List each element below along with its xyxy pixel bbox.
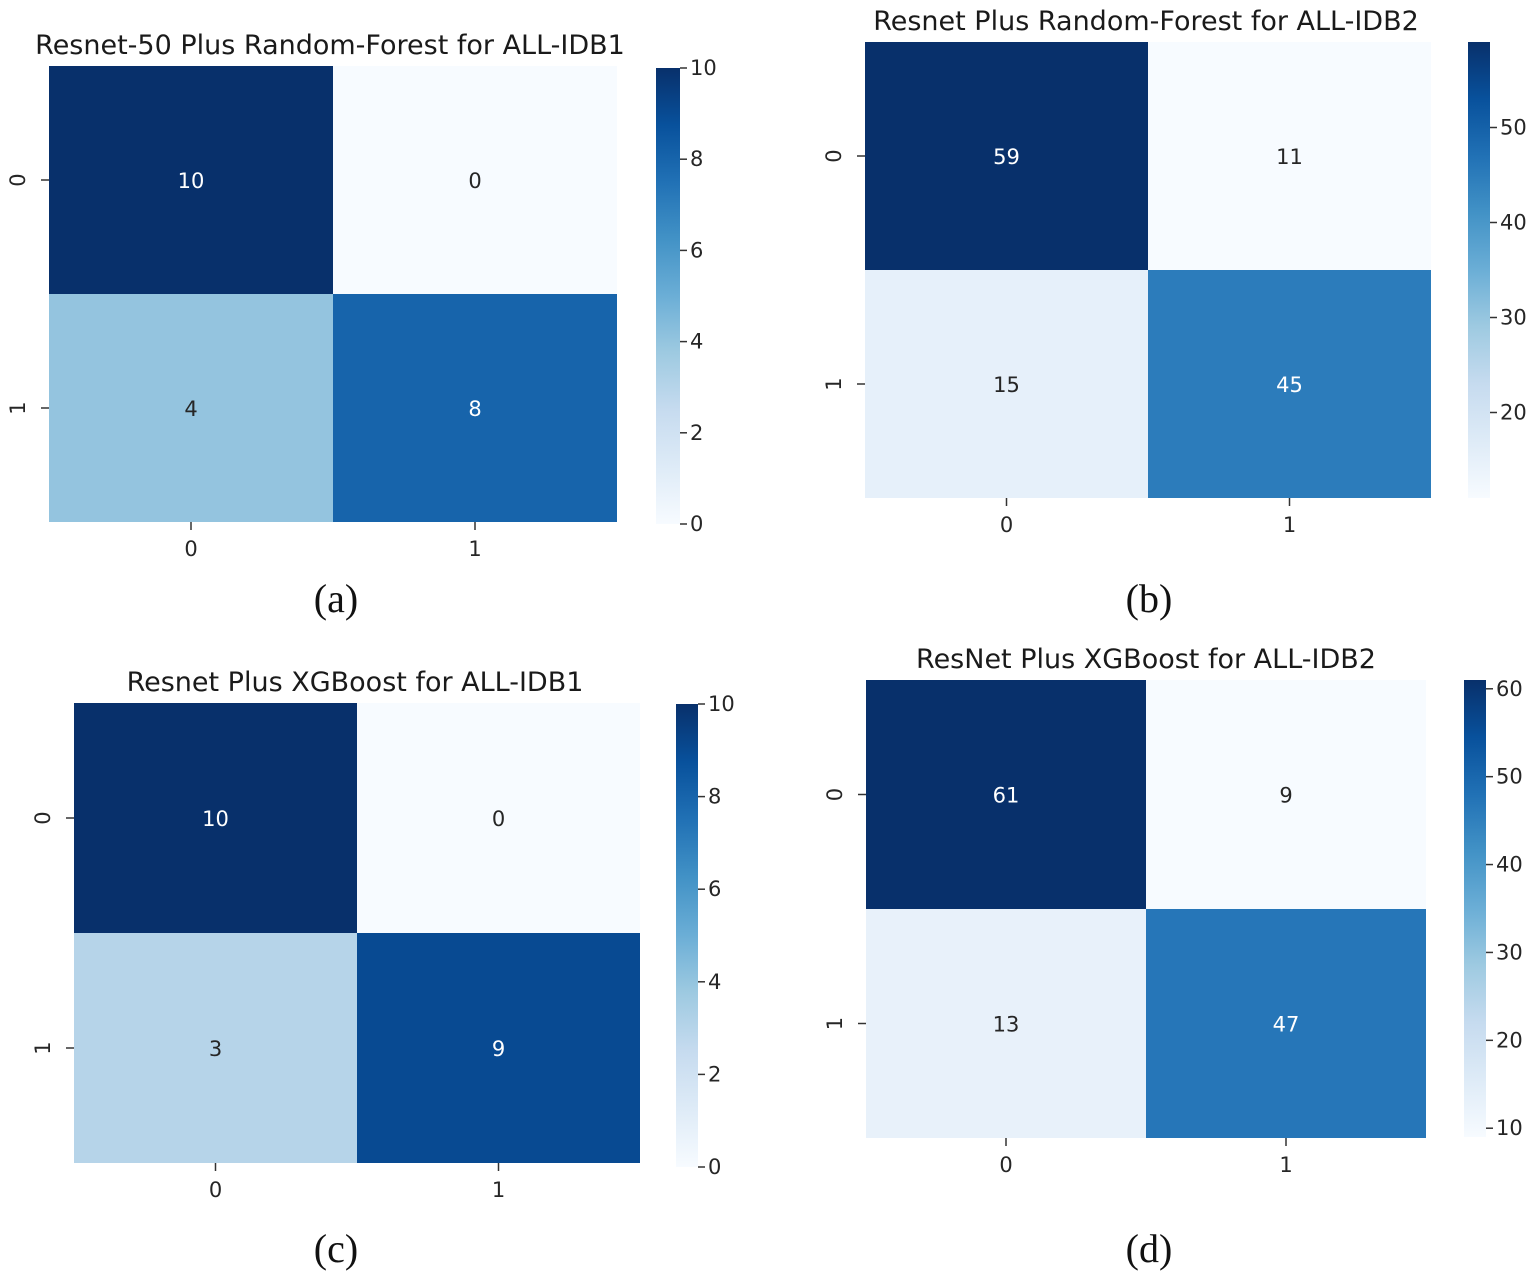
chart-title: ResNet Plus XGBoost for ALL-IDB2 [916,644,1376,675]
heatmap-cell [49,66,333,294]
y-tick-label: 1 [31,1041,55,1054]
colorbar [1464,680,1486,1137]
x-tick-label: 1 [492,1178,505,1202]
colorbar-tick-label: 10 [690,56,717,80]
heatmap-cell [1146,909,1426,1138]
heatmap-cell [1148,42,1431,270]
x-tick-label: 0 [184,537,197,561]
heatmap-cell [1148,270,1431,498]
x-tick-label: 0 [999,1153,1012,1177]
heatmap-cell [865,270,1148,498]
heatmap-cell [74,703,357,933]
y-tick-label: 0 [31,811,55,824]
panel-caption: (c) [314,1226,358,1271]
heatmap-panel-c: Resnet Plus XGBoost for ALL-IDB1 (c) 10 0… [0,637,767,1273]
heatmap-svg-a: Resnet-50 Plus Random-Forest for ALL-IDB… [6,30,717,621]
heatmap-cell [49,294,333,522]
colorbar-tick-label: 0 [708,1155,721,1179]
chart-title: Resnet Plus XGBoost for ALL-IDB1 [127,667,584,698]
cell-value-label: 0 [492,807,505,831]
y-tick-label: 0 [6,173,30,186]
heatmap-svg-c: Resnet Plus XGBoost for ALL-IDB1 (c) 10 0… [31,667,735,1271]
x-tick-label: 1 [468,537,481,561]
heatmap-panel-a: Resnet-50 Plus Random-Forest for ALL-IDB… [0,0,767,636]
cell-value-label: 3 [209,1037,222,1061]
chart-title: Resnet-50 Plus Random-Forest for ALL-IDB… [35,30,625,61]
colorbar-tick-label: 20 [1496,1028,1523,1052]
cell-value-label: 47 [1273,1013,1300,1037]
cell-value-label: 9 [1279,784,1292,808]
colorbar-tick-label: 40 [1496,853,1523,877]
colorbar [1468,42,1490,498]
colorbar-tick-label: 30 [1496,940,1523,964]
colorbar-tick-label: 20 [1500,401,1527,425]
colorbar-tick-label: 50 [1500,116,1527,140]
panel-caption: (a) [314,576,358,621]
colorbar-tick-label: 8 [708,785,721,809]
cell-value-label: 9 [492,1037,505,1061]
y-tick-label: 1 [822,377,846,390]
heatmap-panel-b: Resnet Plus Random-Forest for ALL-IDB2 (… [768,0,1535,636]
cell-value-label: 10 [178,169,205,193]
colorbar-tick-label: 4 [690,330,703,354]
colorbar-tick-label: 10 [1496,1116,1523,1140]
y-tick-label: 1 [6,401,30,414]
heatmap-svg-b: Resnet Plus Random-Forest for ALL-IDB2 (… [822,6,1527,621]
colorbar-tick-label: 6 [708,877,721,901]
heatmap-cell [1146,680,1426,909]
x-tick-label: 0 [1000,513,1013,537]
colorbar-tick-label: 8 [690,147,703,171]
heatmap-cell [74,933,357,1163]
colorbar-tick-label: 40 [1500,211,1527,235]
heatmap-cell [333,66,617,294]
colorbar-tick-label: 30 [1500,306,1527,330]
heatmap-panel-d: ResNet Plus XGBoost for ALL-IDB2 (d) 61 9… [768,637,1535,1273]
heatmap-cell [357,703,640,933]
heatmap-cell [865,42,1148,270]
panel-caption: (b) [1126,576,1173,621]
cell-value-label: 13 [993,1013,1020,1037]
y-tick-label: 1 [823,1017,847,1030]
chart-title: Resnet Plus Random-Forest for ALL-IDB2 [873,6,1419,37]
x-tick-label: 0 [209,1178,222,1202]
cell-value-label: 15 [993,373,1020,397]
heatmap-cell [866,680,1146,909]
y-tick-label: 0 [823,788,847,801]
cell-value-label: 59 [993,145,1020,169]
cell-value-label: 8 [468,397,481,421]
colorbar-tick-label: 6 [690,238,703,262]
colorbar-tick-label: 2 [690,421,703,445]
colorbar-tick-label: 50 [1496,765,1523,789]
cell-value-label: 0 [468,169,481,193]
colorbar-tick-label: 10 [708,692,735,716]
heatmap-cell [866,909,1146,1138]
panel-caption: (d) [1126,1226,1173,1271]
cell-value-label: 11 [1276,145,1303,169]
cell-value-label: 61 [993,784,1020,808]
y-tick-label: 0 [822,149,846,162]
heatmap-svg-d: ResNet Plus XGBoost for ALL-IDB2 (d) 61 9… [823,644,1523,1271]
x-tick-label: 1 [1279,1153,1292,1177]
cell-value-label: 4 [184,397,197,421]
cell-value-label: 10 [202,807,229,831]
colorbar-tick-label: 60 [1496,677,1523,701]
colorbar-tick-label: 0 [690,512,703,536]
cell-value-label: 45 [1276,373,1303,397]
colorbar [676,704,698,1167]
colorbar-tick-label: 2 [708,1062,721,1086]
colorbar [656,68,680,524]
heatmap-cell [333,294,617,522]
x-tick-label: 1 [1283,513,1296,537]
colorbar-tick-label: 4 [708,970,721,994]
heatmap-cell [357,933,640,1163]
